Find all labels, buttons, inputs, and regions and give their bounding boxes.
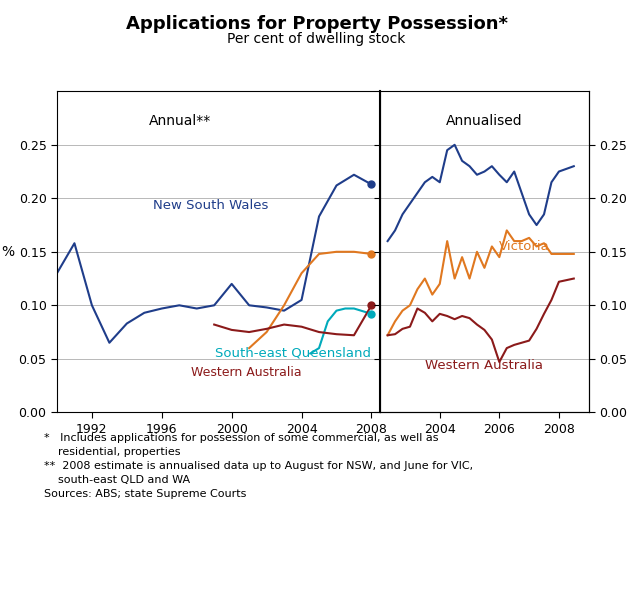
Text: Per cent of dwelling stock: Per cent of dwelling stock [227, 32, 406, 47]
Text: Victoria: Victoria [499, 240, 550, 253]
Text: Western Australia: Western Australia [425, 359, 544, 372]
Text: Annualised: Annualised [446, 114, 523, 128]
Text: *   Includes applications for possession of some commercial, as well as
    resi: * Includes applications for possession o… [44, 433, 473, 499]
Text: Applications for Property Possession*: Applications for Property Possession* [125, 15, 508, 33]
Y-axis label: %: % [1, 245, 14, 259]
Text: Western Australia: Western Australia [191, 366, 301, 379]
Text: South-east Queensland: South-east Queensland [215, 347, 371, 360]
Text: New South Wales: New South Wales [153, 199, 268, 212]
Text: Annual**: Annual** [149, 114, 211, 128]
